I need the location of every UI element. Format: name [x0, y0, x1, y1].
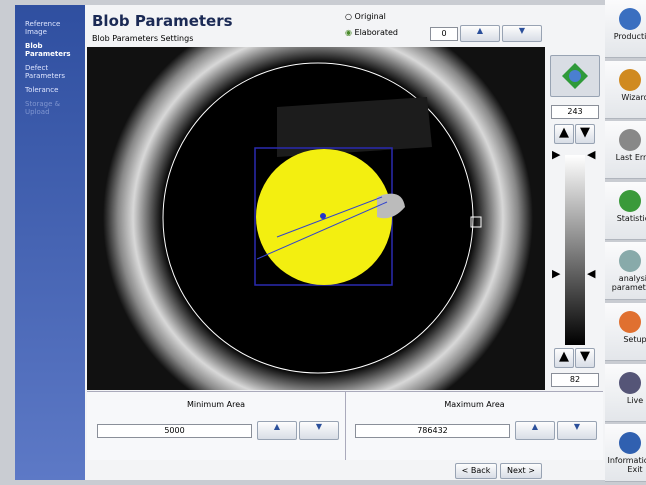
toolbar: Production Wizard Last Error Statistics anal…	[605, 0, 646, 485]
max-field[interactable]: 786432	[355, 424, 510, 438]
nav-item[interactable]: Defect Parameters	[15, 61, 85, 83]
down-button[interactable]: ▼	[575, 124, 595, 144]
upper-threshold[interactable]: 243	[551, 105, 599, 119]
process-button[interactable]	[550, 55, 600, 97]
tool-label: Information & Exit	[605, 456, 646, 474]
slider-handle[interactable]: ◀	[587, 148, 595, 161]
main-panel: Blob Parameters Blob Parameters Settings…	[85, 5, 605, 480]
tool-icon	[619, 432, 641, 454]
nav-item: Storage & Upload	[15, 97, 85, 119]
nav-item[interactable]: Reference Image	[15, 17, 85, 39]
tool-icon	[619, 69, 641, 91]
sidebar: Reference Image Blob Parameters Defect P…	[15, 5, 85, 480]
toolbar-button[interactable]: Live	[605, 364, 646, 422]
area-panel: Minimum Area 5000 ▲ ▼ Maximum Area 78643…	[87, 391, 603, 460]
down-button[interactable]: ▼	[575, 348, 595, 368]
radio-original[interactable]: ○ Original	[345, 12, 386, 21]
screen: Reference Image Blob Parameters Defect P…	[0, 0, 646, 485]
slider-handle[interactable]: ◀	[587, 267, 595, 280]
max-label: Maximum Area	[346, 400, 603, 409]
threshold-slider[interactable]	[565, 155, 585, 345]
toolbar-button[interactable]: Wizard	[605, 61, 646, 119]
up-button[interactable]: ▲	[554, 124, 574, 144]
tool-label: Live	[605, 396, 646, 405]
value-field[interactable]: 0	[430, 27, 458, 41]
tool-label: Statistics	[605, 214, 646, 223]
toolbar-button[interactable]: Statistics	[605, 182, 646, 240]
tool-label: Last Error	[605, 153, 646, 162]
up-button[interactable]: ▲	[257, 421, 297, 440]
tool-icon	[619, 372, 641, 394]
tool-label: Wizard	[605, 93, 646, 102]
lower-threshold[interactable]: 82	[551, 373, 599, 387]
toolbar-button[interactable]: Production	[605, 0, 646, 58]
tool-icon	[619, 8, 641, 30]
back-button[interactable]: < Back	[455, 463, 497, 479]
down-button[interactable]: ▼	[557, 421, 597, 440]
min-field[interactable]: 5000	[97, 424, 252, 438]
tool-icon	[619, 250, 641, 272]
toolbar-button[interactable]: Information & Exit	[605, 424, 646, 482]
min-label: Minimum Area	[87, 400, 345, 409]
toolbar-button[interactable]: Last Error	[605, 121, 646, 179]
radio-label: Original	[355, 12, 386, 21]
nav-item[interactable]: Blob Parameters	[15, 39, 85, 61]
tool-label: analysis parameters	[605, 274, 646, 292]
tool-icon	[619, 129, 641, 151]
tool-label: Setup	[605, 335, 646, 344]
camera-image	[87, 47, 545, 390]
tool-label: Production	[605, 32, 646, 41]
up-button[interactable]: ▲	[554, 348, 574, 368]
tool-icon	[619, 190, 641, 212]
slider-handle[interactable]: ▶	[552, 148, 560, 161]
tool-icon	[619, 311, 641, 333]
up-button[interactable]: ▲	[460, 25, 500, 42]
title: Blob Parameters	[92, 12, 233, 30]
subtitle: Blob Parameters Settings	[92, 34, 193, 43]
down-button[interactable]: ▼	[502, 25, 542, 42]
down-button[interactable]: ▼	[299, 421, 339, 440]
slider-handle[interactable]: ▶	[552, 267, 560, 280]
radio-elaborated[interactable]: ◉ Elaborated	[345, 28, 398, 37]
radio-label: Elaborated	[355, 28, 398, 37]
toolbar-button[interactable]: Setup	[605, 303, 646, 361]
nav-item[interactable]: Tolerance	[15, 83, 85, 97]
next-button[interactable]: Next >	[500, 463, 542, 479]
up-button[interactable]: ▲	[515, 421, 555, 440]
toolbar-button[interactable]: analysis parameters	[605, 242, 646, 300]
